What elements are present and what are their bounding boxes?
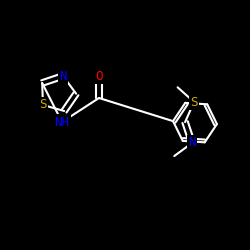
Text: N: N [188,136,196,149]
Text: N: N [59,70,67,82]
Text: S: S [39,98,47,112]
Text: S: S [190,96,198,108]
Text: NH: NH [54,116,70,128]
Text: O: O [95,70,103,82]
